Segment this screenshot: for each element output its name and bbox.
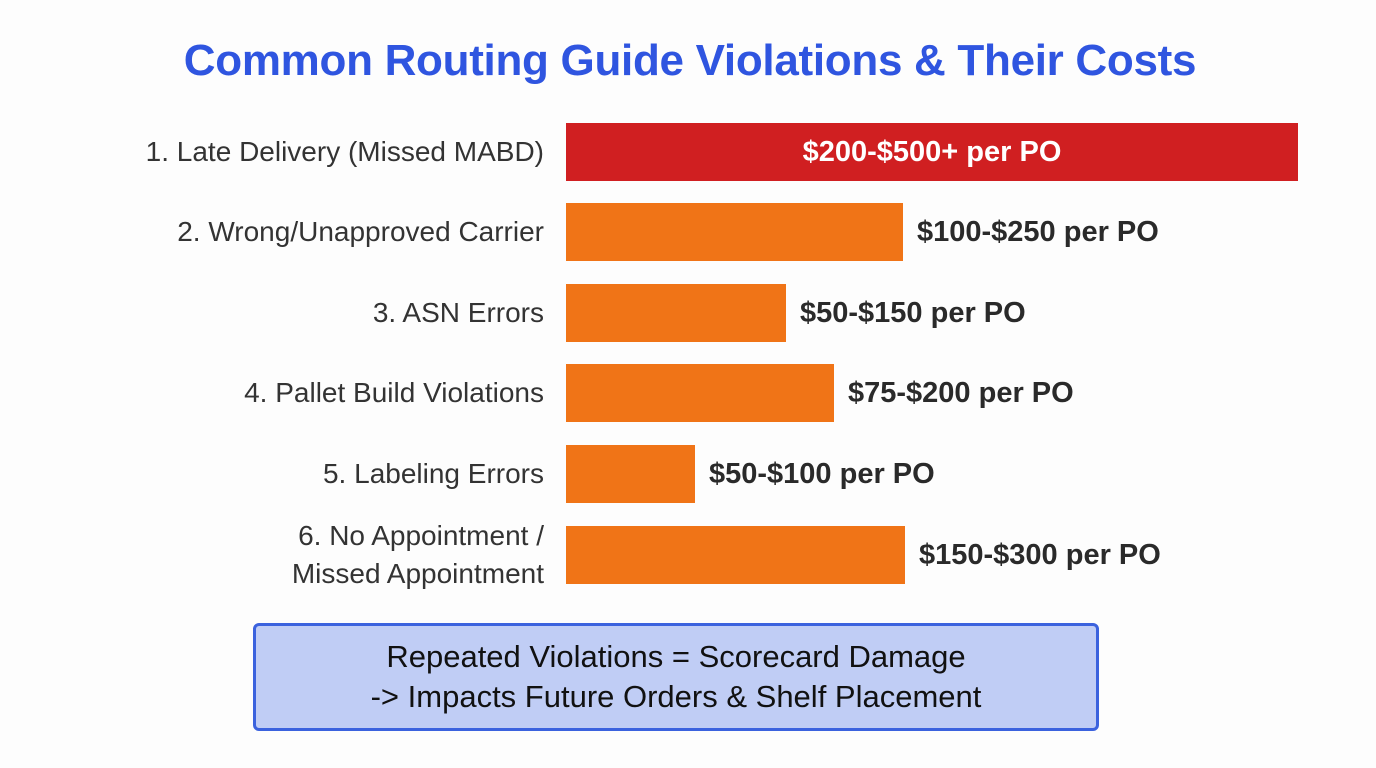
bar [566,364,834,422]
category-label: 1. Late Delivery (Missed MABD) [145,136,544,167]
value-label: $50-$100 per PO [709,457,935,490]
bar-row-late-delivery: 1. Late Delivery (Missed MABD) $200-$500… [0,123,1376,181]
category-label: 5. Labeling Errors [322,458,544,489]
bar-row-pallet-build: 4. Pallet Build Violations $75-$200 per … [0,364,1376,422]
bar [566,526,905,584]
bar-row-labeling-errors: 5. Labeling Errors $50-$100 per PO [0,445,1376,503]
category-label: 4. Pallet Build Violations [244,377,544,408]
bar-row-wrong-carrier: 2. Wrong/Unapproved Carrier $100-$250 pe… [0,203,1376,261]
bar [566,284,786,342]
callout-line-2: -> Impacts Future Orders & Shelf Placeme… [370,679,982,714]
category-label: 2. Wrong/Unapproved Carrier [177,216,544,247]
callout-line-1: Repeated Violations = Scorecard Damage [386,639,966,674]
bar [566,445,695,503]
value-label: $100-$250 per PO [917,215,1159,248]
chart-title: Common Routing Guide Violations & Their … [183,36,1197,85]
value-label: $200-$500+ per PO [802,135,1062,168]
value-label: $150-$300 per PO [919,538,1161,571]
category-label: 6. No Appointment / Missed Appointment [291,520,544,589]
bar-row-no-appointment: 6. No Appointment / Missed Appointment $… [0,520,1376,589]
bar-row-asn-errors: 3. ASN Errors $50-$150 per PO [0,284,1376,342]
category-label: 3. ASN Errors [372,297,544,328]
bar [566,123,1298,181]
scorecard-callout-box: Repeated Violations = Scorecard Damage -… [253,623,1099,731]
bar [566,203,903,261]
value-label: $75-$200 per PO [848,376,1074,409]
value-label: $50-$150 per PO [800,296,1026,329]
